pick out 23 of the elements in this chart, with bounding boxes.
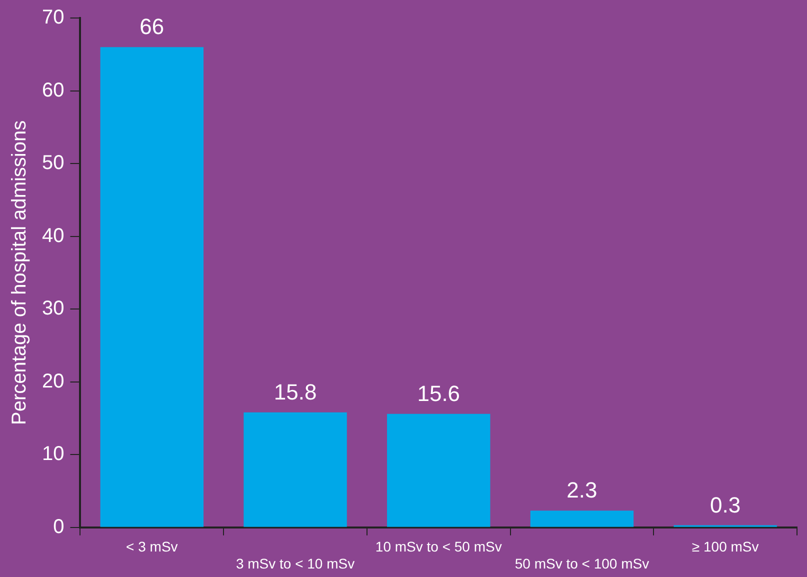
y-tick-label: 30 xyxy=(42,298,64,320)
bar xyxy=(244,412,347,527)
x-tick-label: ≥ 100 mSv xyxy=(692,538,759,555)
y-tick-label: 10 xyxy=(42,443,64,466)
bar xyxy=(387,414,490,527)
y-axis-title: Percentage of hospital admissions xyxy=(8,120,31,426)
x-tick-label: 10 mSv to < 50 mSv xyxy=(375,538,502,555)
y-tick-label: 0 xyxy=(53,516,64,538)
bar xyxy=(530,510,634,527)
y-tick-label: 50 xyxy=(42,152,64,174)
bar xyxy=(100,47,204,527)
y-tick-label: 20 xyxy=(42,370,64,392)
x-tick-label: < 3 mSv xyxy=(126,538,178,555)
y-tick-label: 70 xyxy=(42,6,64,29)
data-label: 15.6 xyxy=(417,380,460,406)
data-label: 15.8 xyxy=(274,379,317,404)
y-tick-label: 40 xyxy=(42,224,64,247)
data-label: 2.3 xyxy=(566,478,598,503)
data-label: 66 xyxy=(140,14,164,40)
x-tick-label: 50 mSv to < 100 mSv xyxy=(514,555,650,572)
y-tick-label: 60 xyxy=(42,79,64,102)
x-tick-label: 3 mSv to < 10 mSv xyxy=(236,555,355,572)
data-label: 0.3 xyxy=(710,492,741,518)
